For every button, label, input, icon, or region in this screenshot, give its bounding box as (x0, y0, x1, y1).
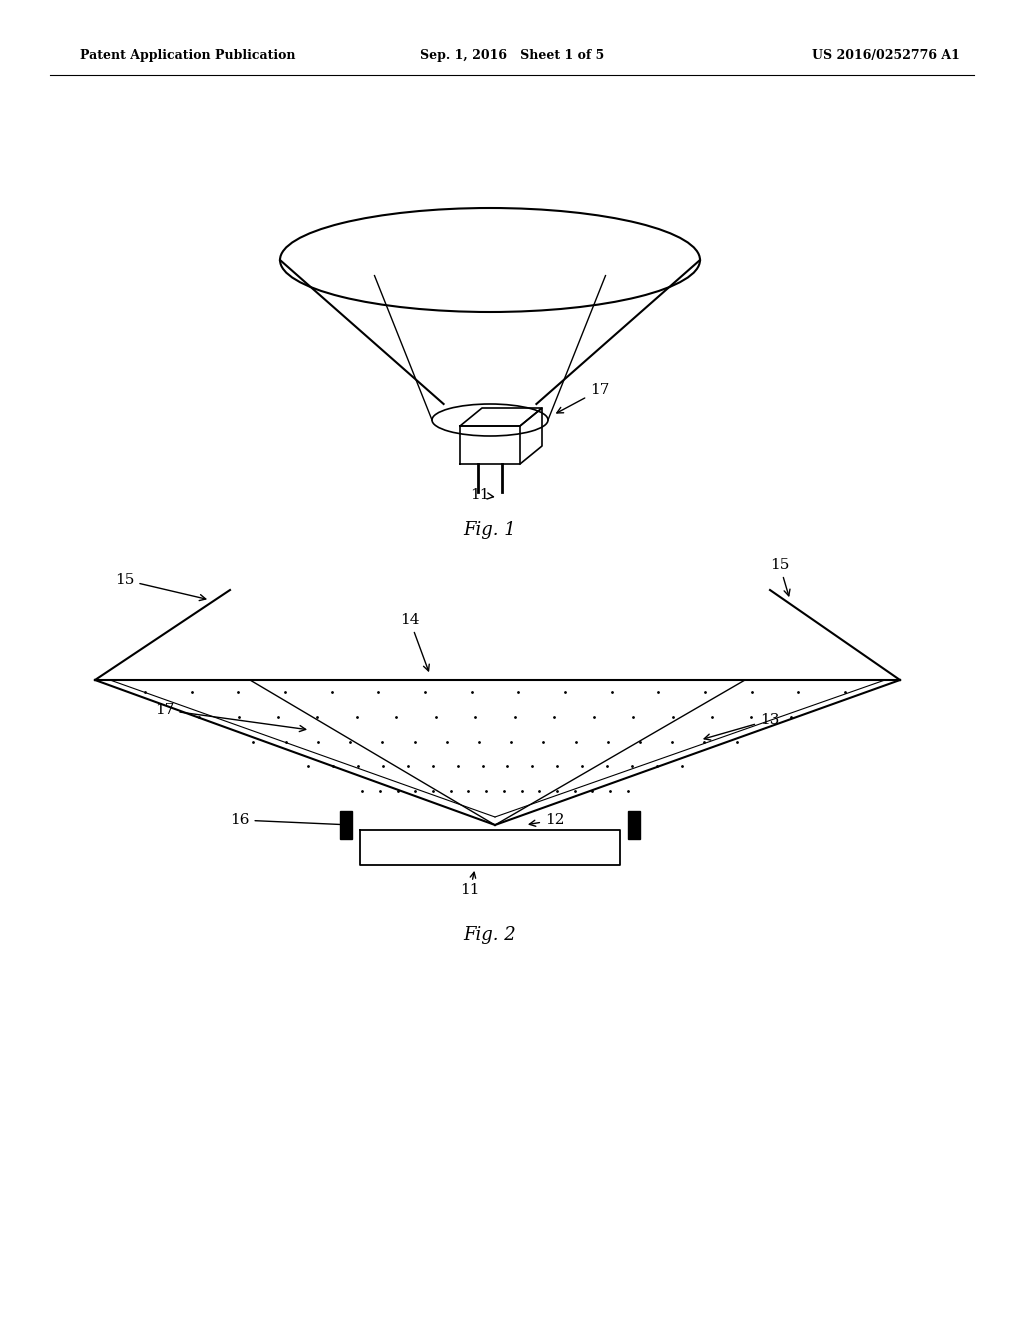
Text: US 2016/0252776 A1: US 2016/0252776 A1 (812, 49, 961, 62)
Polygon shape (628, 810, 640, 840)
Text: 11: 11 (460, 883, 480, 898)
Text: Patent Application Publication: Patent Application Publication (80, 49, 296, 62)
Polygon shape (340, 810, 352, 840)
Text: 16: 16 (230, 813, 348, 828)
Text: 12: 12 (529, 813, 564, 828)
Text: 15: 15 (115, 573, 206, 601)
Text: 11: 11 (470, 488, 494, 502)
Text: Fig. 1: Fig. 1 (464, 521, 516, 539)
Text: 15: 15 (770, 558, 790, 595)
Text: 17: 17 (155, 704, 306, 731)
Text: Fig. 2: Fig. 2 (464, 927, 516, 944)
Text: Sep. 1, 2016   Sheet 1 of 5: Sep. 1, 2016 Sheet 1 of 5 (420, 49, 604, 62)
Text: 13: 13 (705, 713, 779, 741)
Text: 14: 14 (400, 612, 429, 671)
Text: 17: 17 (557, 383, 609, 413)
